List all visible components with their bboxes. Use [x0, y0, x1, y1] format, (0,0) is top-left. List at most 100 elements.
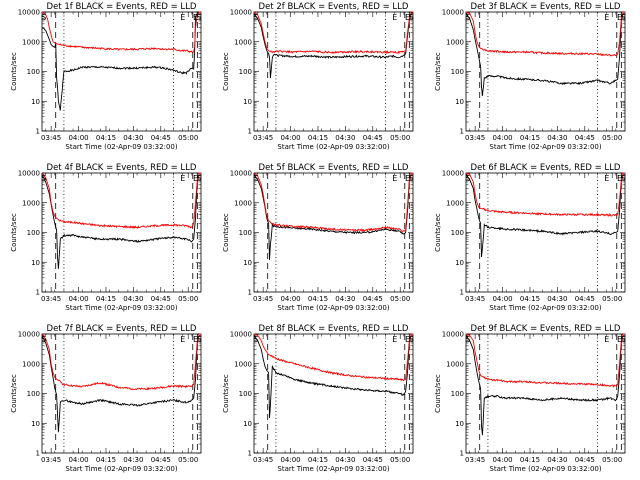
- x-tick-label: 04:45: [151, 295, 171, 303]
- y-axis-label: Counts/sec: [434, 213, 442, 252]
- axes-frame: [253, 11, 414, 132]
- detector-panel: Det 1f BLACK = Events, RED = LLD 1 10 100 10…: [10, 2, 202, 151]
- events-series-line: [41, 172, 201, 269]
- time-marker-label: S: [253, 174, 258, 183]
- x-axis-label: Start Time (02-Apr-09 03:32:00): [489, 304, 601, 312]
- x-tick-label: 04:15: [520, 295, 540, 303]
- detector-panel: Det 7f BLACK = Events, RED = LLD 1 10 100 10…: [10, 324, 202, 473]
- x-axis-label: Start Time (02-Apr-09 03:32:00): [65, 465, 177, 473]
- detector-panel: Det 2f BLACK = Events, RED = LLD 1 10 100 10…: [222, 2, 414, 151]
- y-tick-label: 10000: [442, 9, 464, 17]
- y-axis-label: Counts/sec: [222, 52, 230, 91]
- y-tick-label: 10: [31, 98, 40, 106]
- time-marker-label: E: [405, 13, 410, 22]
- x-tick-label: 04:45: [363, 134, 383, 142]
- y-axis-label: Counts/sec: [10, 213, 18, 252]
- axes-frame: [253, 172, 414, 293]
- panel-title: Det 7f BLACK = Events, RED = LLD: [47, 324, 197, 334]
- time-marker-label: E: [617, 335, 622, 344]
- y-tick-label: 10000: [230, 331, 252, 339]
- x-tick-label: 04:15: [520, 134, 540, 142]
- x-axis-label: Start Time (02-Apr-09 03:32:00): [489, 143, 601, 151]
- x-tick-label: 04:45: [151, 456, 171, 464]
- time-marker-label: E: [604, 335, 609, 344]
- x-tick-label: 05:00: [602, 134, 622, 142]
- y-tick-label: 1000: [234, 199, 252, 207]
- time-marker-label: S: [621, 335, 626, 344]
- y-tick-label: 10000: [442, 331, 464, 339]
- x-tick-label: 04:00: [280, 456, 300, 464]
- y-tick-label: 1000: [234, 360, 252, 368]
- x-tick-label: 04:00: [68, 456, 88, 464]
- y-axis-label: Counts/sec: [434, 52, 442, 91]
- time-marker-label: E: [405, 335, 410, 344]
- time-marker-label: E: [604, 13, 609, 22]
- x-tick-label: 04:00: [492, 295, 512, 303]
- x-axis-label: Start Time (02-Apr-09 03:32:00): [489, 465, 601, 473]
- y-tick-label: 100: [239, 68, 252, 76]
- time-marker-label: E: [180, 335, 185, 344]
- time-marker-label: S: [409, 13, 414, 22]
- x-tick-label: 03:45: [41, 295, 61, 303]
- panel-title: Det 1f BLACK = Events, RED = LLD: [47, 2, 197, 12]
- lld-series-line: [41, 172, 201, 230]
- x-tick-label: 05:00: [602, 295, 622, 303]
- x-tick-label: 04:30: [335, 295, 355, 303]
- y-tick-label: 10000: [442, 170, 464, 178]
- time-marker-label: S: [409, 335, 414, 344]
- x-axis-label: Start Time (02-Apr-09 03:32:00): [277, 143, 389, 151]
- y-axis-label: Counts/sec: [434, 374, 442, 413]
- y-axis-label: Counts/sec: [10, 374, 18, 413]
- time-marker-label: S: [465, 13, 470, 22]
- time-marker-label: S: [621, 13, 626, 22]
- y-tick-label: 100: [239, 390, 252, 398]
- time-marker-label: E: [392, 335, 397, 344]
- y-tick-label: 1: [460, 450, 464, 458]
- y-axis-label: Counts/sec: [222, 374, 230, 413]
- x-tick-label: 04:30: [123, 456, 143, 464]
- x-tick-label: 04:15: [96, 295, 116, 303]
- x-tick-label: 04:30: [123, 295, 143, 303]
- events-series-line: [465, 172, 625, 258]
- time-marker-label: E: [193, 13, 198, 22]
- y-tick-label: 1: [36, 128, 40, 136]
- x-tick-label: 04:45: [575, 295, 595, 303]
- y-tick-label: 10: [455, 420, 464, 428]
- time-marker-label: S: [197, 335, 202, 344]
- x-tick-label: 05:00: [178, 295, 198, 303]
- time-marker-label: S: [465, 174, 470, 183]
- y-tick-label: 1000: [22, 360, 40, 368]
- x-axis-label: Start Time (02-Apr-09 03:32:00): [65, 143, 177, 151]
- lld-series-line: [465, 11, 625, 57]
- x-axis-label: Start Time (02-Apr-09 03:32:00): [65, 304, 177, 312]
- y-tick-label: 1000: [446, 199, 464, 207]
- time-marker-label: S: [253, 13, 258, 22]
- time-marker-label: S: [409, 174, 414, 183]
- events-series-line: [253, 172, 413, 260]
- y-axis-label: Counts/sec: [10, 52, 18, 91]
- x-tick-label: 04:30: [547, 456, 567, 464]
- x-tick-label: 03:45: [465, 295, 485, 303]
- y-tick-label: 10: [243, 259, 252, 267]
- y-tick-label: 1: [248, 128, 252, 136]
- events-series-line: [465, 11, 625, 97]
- y-tick-label: 100: [239, 229, 252, 237]
- time-marker-label: E: [193, 174, 198, 183]
- x-axis-label: Start Time (02-Apr-09 03:32:00): [277, 465, 389, 473]
- x-tick-label: 04:00: [280, 295, 300, 303]
- y-tick-label: 10: [243, 98, 252, 106]
- x-tick-label: 04:00: [68, 295, 88, 303]
- x-tick-label: 04:15: [96, 456, 116, 464]
- x-tick-label: 04:30: [547, 295, 567, 303]
- x-tick-label: 04:15: [520, 456, 540, 464]
- y-tick-label: 10: [455, 98, 464, 106]
- y-tick-label: 1: [248, 450, 252, 458]
- x-tick-label: 04:00: [280, 134, 300, 142]
- x-tick-label: 04:45: [151, 134, 171, 142]
- axes-frame: [465, 11, 626, 132]
- y-tick-label: 10: [243, 420, 252, 428]
- x-tick-label: 04:45: [575, 456, 595, 464]
- x-tick-label: 04:15: [96, 134, 116, 142]
- x-axis-label: Start Time (02-Apr-09 03:32:00): [277, 304, 389, 312]
- time-marker-label: E: [180, 174, 185, 183]
